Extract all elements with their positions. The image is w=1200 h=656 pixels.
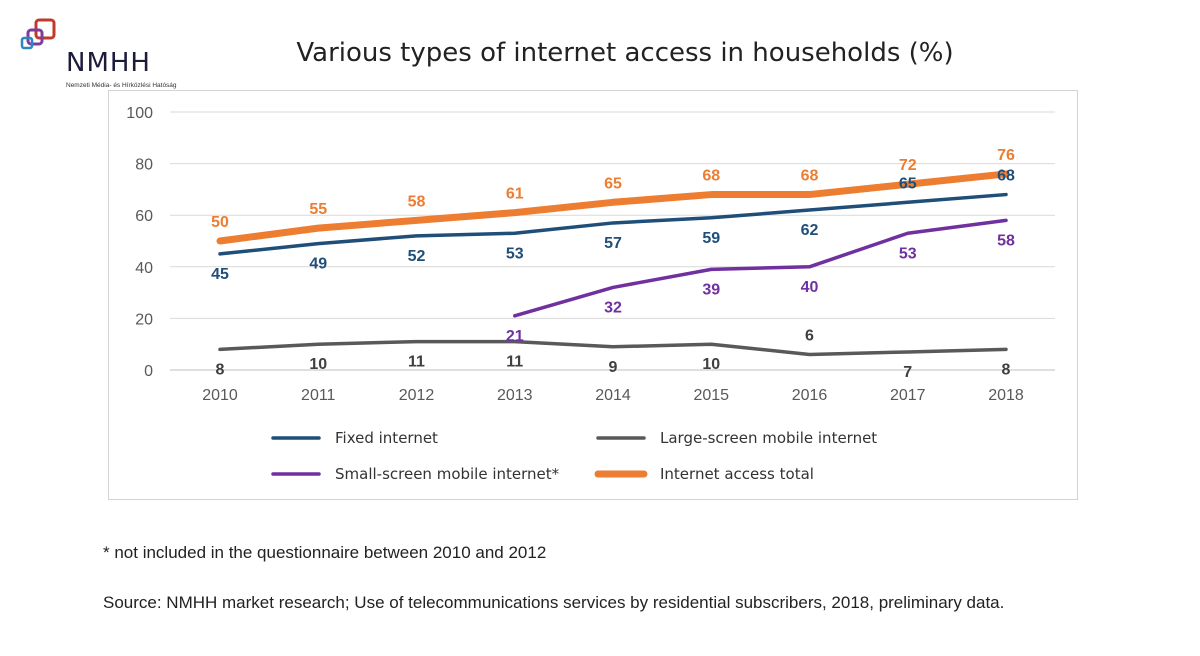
- data-label: 61: [506, 186, 524, 203]
- data-label: 8: [216, 361, 225, 378]
- data-label: 68: [801, 168, 819, 185]
- data-label: 58: [997, 232, 1015, 249]
- x-tick-label: 2014: [595, 387, 631, 404]
- legend-label: Small-screen mobile internet*: [335, 465, 560, 483]
- data-label: 62: [801, 222, 819, 239]
- x-tick-label: 2015: [693, 387, 729, 404]
- data-label: 10: [702, 356, 720, 373]
- data-label: 49: [309, 256, 327, 273]
- data-label: 68: [997, 168, 1015, 185]
- series-lines: [216, 170, 1010, 357]
- data-label: 11: [506, 354, 523, 371]
- x-tick-label: 2011: [301, 387, 336, 404]
- legend-label: Large-screen mobile internet: [660, 429, 877, 447]
- data-label: 59: [702, 230, 720, 247]
- data-label: 52: [408, 248, 426, 265]
- series-line-3: [216, 170, 1010, 245]
- logo-subtitle: Nemzeti Média- és Hírközlési Hatóság: [66, 82, 177, 89]
- chart-title: Various types of internet access in hous…: [296, 38, 954, 68]
- data-label: 8: [1002, 361, 1011, 378]
- series-line-1: [218, 339, 1008, 357]
- y-tick-label: 0: [144, 363, 153, 380]
- data-label: 11: [408, 354, 425, 371]
- data-label: 76: [997, 147, 1015, 164]
- data-label: 68: [702, 168, 720, 185]
- data-label: 32: [604, 299, 622, 316]
- legend-label: Fixed internet: [335, 429, 438, 447]
- chart-frame: [108, 90, 1078, 500]
- x-tick-label: 2017: [890, 387, 926, 404]
- data-label: 40: [801, 279, 819, 296]
- x-tick-label: 2016: [792, 387, 828, 404]
- y-tick-label: 100: [126, 105, 153, 122]
- footnote: * not included in the questionnaire betw…: [103, 543, 547, 562]
- series-line-0: [218, 192, 1008, 256]
- data-label: 10: [309, 356, 327, 373]
- data-labels: 45 49 52 53 57 59 62 65 68 8 10 11 11 9 10 6 7 8 21 32 39 40 5…: [211, 147, 1015, 381]
- data-label: 21: [506, 328, 524, 345]
- data-label: 6: [805, 328, 814, 345]
- data-label: 53: [506, 245, 524, 262]
- data-label: 39: [702, 281, 720, 298]
- data-label: 65: [604, 175, 622, 192]
- legend: Fixed internet Large-screen mobile intern…: [271, 429, 877, 483]
- x-tick-label: 2018: [988, 387, 1024, 404]
- data-label: 65: [899, 175, 917, 192]
- legend-label: Internet access total: [660, 465, 814, 483]
- x-tick-label: 2010: [202, 387, 238, 404]
- data-label: 57: [604, 235, 622, 252]
- nmhh-logo: NMHH Nemzeti Média- és Hírközlési Hatósá…: [20, 18, 190, 89]
- x-tick-label: 2013: [497, 387, 533, 404]
- data-label: 53: [899, 245, 917, 262]
- x-tick-label: 2012: [399, 387, 435, 404]
- logo-mark-icon: [20, 18, 56, 50]
- data-label: 72: [899, 157, 917, 174]
- data-label: 7: [903, 364, 912, 381]
- y-tick-label: 20: [135, 311, 153, 328]
- source-note: Source: NMHH market research; Use of tel…: [103, 593, 1005, 612]
- data-label: 9: [609, 359, 618, 376]
- y-tick-label: 60: [135, 208, 153, 225]
- logo-text: NMHH: [66, 48, 151, 78]
- data-label: 58: [408, 193, 426, 210]
- data-label: 50: [211, 214, 229, 231]
- y-tick-label: 80: [135, 157, 153, 174]
- series-line-2: [513, 218, 1008, 318]
- grid-lines: [170, 111, 1055, 371]
- data-label: 45: [211, 266, 229, 283]
- y-tick-label: 40: [135, 260, 153, 277]
- axis-ticks: 0 20 40 60 80 100 2010 2011 2012 2013 2014 2015 2016…: [126, 105, 1024, 404]
- data-label: 55: [309, 201, 327, 218]
